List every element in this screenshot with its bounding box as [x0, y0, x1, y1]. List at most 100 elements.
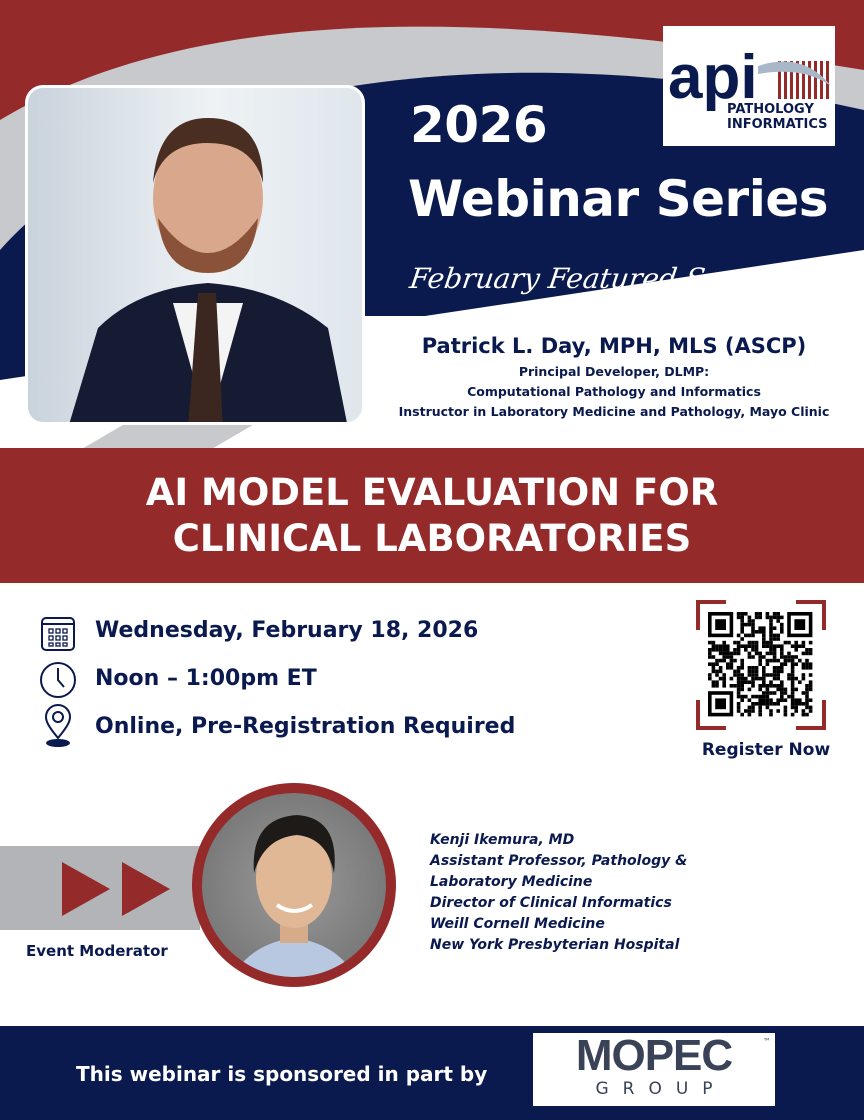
qr-module: [751, 669, 755, 674]
qr-module: [747, 687, 752, 692]
qr-module: [736, 702, 741, 706]
qr-module: [758, 684, 762, 688]
qr-module: [762, 702, 766, 706]
qr-module: [787, 640, 791, 645]
qr-module: [780, 662, 784, 666]
qr-module: [769, 615, 773, 620]
qr-module: [801, 640, 806, 645]
qr-module: [772, 702, 777, 706]
qr-module: [733, 648, 737, 652]
qr-module: [740, 673, 744, 677]
qr-module: [769, 626, 773, 630]
qr-module: [790, 658, 795, 663]
qr-module: [765, 705, 770, 710]
qr-module: [726, 644, 730, 648]
qr-module: [801, 662, 806, 666]
qr-module: [747, 705, 752, 710]
qr-module: [776, 698, 780, 702]
qr-module: [769, 691, 773, 695]
qr-module: [740, 637, 744, 641]
qr-module: [740, 619, 744, 623]
qr-module: [708, 655, 712, 659]
qr-module: [762, 669, 766, 674]
qr-module: [751, 640, 755, 645]
qr-module: [740, 630, 744, 634]
qr-module: [769, 619, 773, 623]
register-now-link[interactable]: Register Now: [701, 740, 831, 760]
qr-module: [808, 673, 813, 677]
qr-module: [783, 655, 788, 659]
qr-module: [751, 673, 755, 677]
qr-module: [765, 644, 770, 648]
qr-module: [805, 662, 809, 666]
qr-module: [708, 662, 712, 666]
qr-module: [736, 612, 741, 616]
qr-module: [736, 644, 741, 648]
qr-module: [780, 655, 784, 659]
qr-module: [808, 640, 813, 645]
event-time: Noon – 1:00pm ET: [95, 666, 317, 691]
qr-module: [747, 633, 752, 638]
qr-module: [762, 676, 766, 681]
qr-module: [758, 651, 762, 656]
qr-module: [772, 651, 777, 656]
qr-module: [808, 709, 813, 713]
qr-module: [801, 712, 806, 717]
qr-module: [751, 633, 755, 638]
qr-module: [722, 673, 726, 677]
moderator-name: Kenji Ikemura, MD: [430, 832, 575, 848]
qr-module: [733, 669, 737, 674]
qr-module: [722, 676, 726, 681]
qr-module: [718, 651, 723, 656]
qr-module: [783, 705, 788, 710]
qr-module: [790, 702, 795, 706]
qr-module: [758, 702, 762, 706]
qr-module: [747, 712, 752, 717]
qr-module: [805, 666, 809, 670]
qr-module: [729, 655, 734, 659]
qr-module: [754, 702, 759, 706]
qr-module: [780, 626, 784, 630]
qr-module: [711, 669, 716, 674]
qr-module: [765, 615, 770, 620]
qr-module: [722, 651, 726, 656]
qr-module: [758, 662, 762, 666]
qr-module: [776, 676, 780, 681]
qr-module: [754, 651, 759, 656]
qr-module: [736, 705, 741, 710]
qr-module: [758, 676, 762, 681]
qr-module: [736, 669, 741, 674]
qr-module: [765, 684, 770, 688]
qr-module: [758, 658, 762, 663]
qr-module: [729, 684, 734, 688]
qr-module: [740, 644, 744, 648]
qr-module: [783, 691, 788, 695]
qr-module: [715, 648, 719, 652]
qr-module: [805, 702, 809, 706]
qr-module: [729, 666, 734, 670]
qr-module: [715, 658, 719, 663]
qr-module: [740, 694, 744, 699]
qr-module: [780, 684, 784, 688]
qr-module: [744, 648, 748, 652]
qr-module: [790, 698, 795, 702]
qr-module: [780, 622, 784, 627]
qr-module: [762, 680, 766, 684]
qr-module: [772, 673, 777, 677]
qr-module: [736, 680, 741, 684]
qr-module: [722, 640, 726, 645]
qr-module: [736, 615, 741, 620]
qr-module: [769, 651, 773, 656]
qr-module: [765, 612, 770, 616]
qr-module: [762, 626, 766, 630]
qr-module: [765, 673, 770, 677]
qr-module: [790, 669, 795, 674]
qr-module: [758, 655, 762, 659]
qr-module: [808, 680, 813, 684]
qr-module: [747, 644, 752, 648]
qr-code-icon[interactable]: [696, 600, 826, 730]
qr-module: [751, 709, 755, 713]
qr-module: [758, 694, 762, 699]
qr-module: [808, 651, 813, 656]
qr-module: [708, 648, 712, 652]
